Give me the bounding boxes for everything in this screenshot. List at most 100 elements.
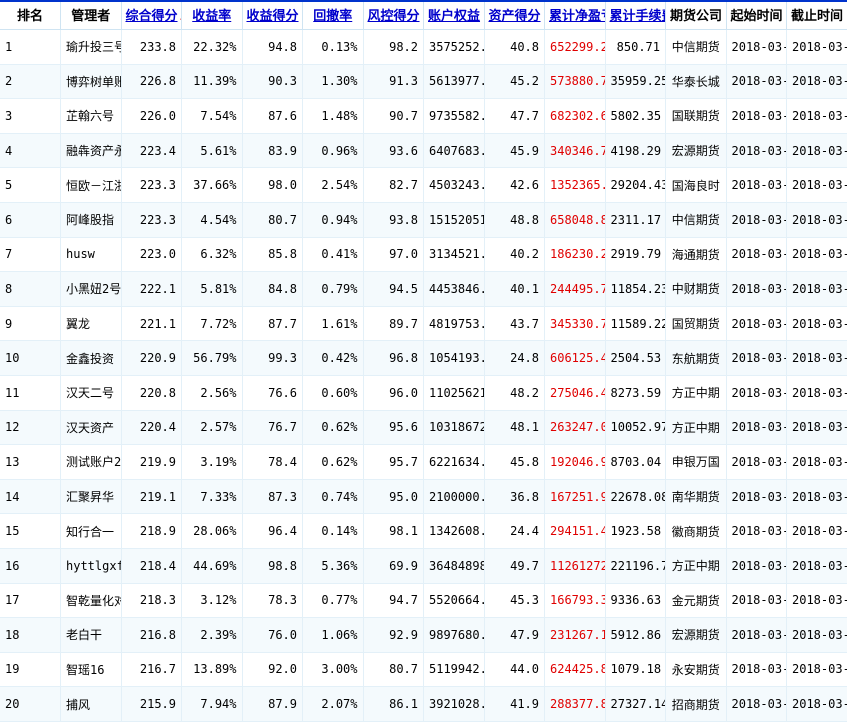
table-row[interactable]: 4融犇资产永223.45.61%83.90.96%93.66407683.654… bbox=[0, 133, 847, 168]
cell-risk: 92.9 bbox=[363, 618, 424, 653]
cell-ret: 5.61% bbox=[182, 133, 243, 168]
cell-end: 2018-03-20 bbox=[787, 30, 847, 65]
cell-score: 226.8 bbox=[121, 64, 182, 99]
cell-equity: 2100000.84 bbox=[424, 479, 485, 514]
cell-risk: 95.7 bbox=[363, 445, 424, 480]
column-header-label-pnl[interactable]: 累计净盈亏 bbox=[549, 8, 605, 23]
column-header-fee[interactable]: 累计手续费 bbox=[605, 1, 666, 30]
column-header-retsc[interactable]: 收益得分 bbox=[242, 1, 303, 30]
cell-score: 218.3 bbox=[121, 583, 182, 618]
cell-retsc: 80.7 bbox=[242, 202, 303, 237]
cell-firm: 东航期货 bbox=[666, 341, 727, 376]
table-row[interactable]: 7husw223.06.32%85.80.41%97.03134521.6340… bbox=[0, 237, 847, 272]
cell-ret: 7.94% bbox=[182, 687, 243, 722]
cell-asset: 48.8 bbox=[484, 202, 545, 237]
cell-retsc: 98.8 bbox=[242, 548, 303, 583]
column-header-risk[interactable]: 风控得分 bbox=[363, 1, 424, 30]
column-header-label-ret[interactable]: 收益率 bbox=[192, 8, 231, 23]
cell-asset: 45.8 bbox=[484, 445, 545, 480]
column-header-score[interactable]: 综合得分↓ bbox=[121, 1, 182, 30]
cell-rank: 1 bbox=[0, 30, 61, 65]
table-row[interactable]: 11汉天二号220.82.56%76.60.60%96.011025621.00… bbox=[0, 375, 847, 410]
cell-fee: 27327.14 bbox=[605, 687, 666, 722]
cell-asset: 36.8 bbox=[484, 479, 545, 514]
cell-start: 2018-03-01 bbox=[726, 341, 787, 376]
cell-pnl: 275046.41 bbox=[545, 375, 606, 410]
table-row[interactable]: 3芷翰六号226.07.54%87.61.48%90.79735582.5147… bbox=[0, 99, 847, 134]
table-row[interactable]: 1瑜升投三号233.822.32%94.80.13%98.23575252.44… bbox=[0, 30, 847, 65]
table-row[interactable]: 14汇聚昇华219.17.33%87.30.74%95.02100000.843… bbox=[0, 479, 847, 514]
column-header-label-asset[interactable]: 资产得分 bbox=[489, 8, 541, 23]
cell-end: 2018-03-20 bbox=[787, 548, 847, 583]
cell-pnl: 166793.37 bbox=[545, 583, 606, 618]
cell-fee: 9336.63 bbox=[605, 583, 666, 618]
cell-firm: 南华期货 bbox=[666, 479, 727, 514]
cell-ret: 6.32% bbox=[182, 237, 243, 272]
cell-asset: 45.9 bbox=[484, 133, 545, 168]
cell-rank: 2 bbox=[0, 64, 61, 99]
cell-asset: 44.0 bbox=[484, 652, 545, 687]
column-header-asset[interactable]: 资产得分 bbox=[484, 1, 545, 30]
cell-rank: 7 bbox=[0, 237, 61, 272]
cell-retsc: 87.3 bbox=[242, 479, 303, 514]
table-row[interactable]: 5恒欧－江浙223.337.66%98.02.54%82.74503243.36… bbox=[0, 168, 847, 203]
cell-asset: 40.2 bbox=[484, 237, 545, 272]
table-row[interactable]: 6阿峰股指223.34.54%80.70.94%93.815152051.324… bbox=[0, 202, 847, 237]
column-header-label-equity[interactable]: 账户权益 bbox=[428, 8, 480, 23]
table-row[interactable]: 2博弈树单账226.811.39%90.31.30%91.35613977.80… bbox=[0, 64, 847, 99]
table-row[interactable]: 15知行合一（218.928.06%96.40.14%98.11342608.1… bbox=[0, 514, 847, 549]
cell-start: 2018-03-01 bbox=[726, 237, 787, 272]
column-header-dd[interactable]: 回撤率 bbox=[303, 1, 364, 30]
column-header-ret[interactable]: 收益率 bbox=[182, 1, 243, 30]
table-row[interactable]: 10金鑫投资220.956.79%99.30.42%96.81054193.51… bbox=[0, 341, 847, 376]
cell-score: 223.3 bbox=[121, 168, 182, 203]
cell-firm: 金元期货 bbox=[666, 583, 727, 618]
table-row[interactable]: 9翼龙221.17.72%87.71.61%89.74819753.0843.7… bbox=[0, 306, 847, 341]
cell-start: 2018-03-01 bbox=[726, 168, 787, 203]
cell-score: 222.1 bbox=[121, 272, 182, 307]
cell-fee: 8703.04 bbox=[605, 445, 666, 480]
cell-fee: 35959.25 bbox=[605, 64, 666, 99]
cell-equity: 4503243.36 bbox=[424, 168, 485, 203]
cell-equity: 36484898.14 bbox=[424, 548, 485, 583]
cell-equity: 9735582.51 bbox=[424, 99, 485, 134]
cell-firm: 中信期货 bbox=[666, 202, 727, 237]
cell-risk: 94.7 bbox=[363, 583, 424, 618]
cell-pnl: 231267.14 bbox=[545, 618, 606, 653]
column-header-label-fee[interactable]: 累计手续费 bbox=[610, 8, 666, 23]
cell-asset: 42.6 bbox=[484, 168, 545, 203]
cell-end: 2018-03-20 bbox=[787, 479, 847, 514]
cell-firm: 申银万国 bbox=[666, 445, 727, 480]
cell-end: 2018-03-20 bbox=[787, 445, 847, 480]
column-header-equity[interactable]: 账户权益 bbox=[424, 1, 485, 30]
table-row[interactable]: 12汉天资产220.42.57%76.70.62%95.610318672.82… bbox=[0, 410, 847, 445]
table-row[interactable]: 18老白干216.82.39%76.01.06%92.99897680.6747… bbox=[0, 618, 847, 653]
table-row[interactable]: 17智乾量化对218.33.12%78.30.77%94.75520664.55… bbox=[0, 583, 847, 618]
cell-ret: 44.69% bbox=[182, 548, 243, 583]
cell-manager: hyttlgxfc bbox=[61, 548, 122, 583]
table-row[interactable]: 20捕风215.97.94%87.92.07%86.13921028.6441.… bbox=[0, 687, 847, 722]
cell-rank: 8 bbox=[0, 272, 61, 307]
cell-score: 219.1 bbox=[121, 479, 182, 514]
table-row[interactable]: 13测试账户20219.93.19%78.40.62%95.76221634.9… bbox=[0, 445, 847, 480]
cell-score: 215.9 bbox=[121, 687, 182, 722]
cell-fee: 11589.22 bbox=[605, 306, 666, 341]
column-header-label-score[interactable]: 综合得分 bbox=[126, 8, 178, 23]
cell-rank: 13 bbox=[0, 445, 61, 480]
cell-dd: 0.94% bbox=[303, 202, 364, 237]
column-header-pnl[interactable]: 累计净盈亏 bbox=[545, 1, 606, 30]
cell-ret: 2.39% bbox=[182, 618, 243, 653]
cell-firm: 永安期货 bbox=[666, 652, 727, 687]
cell-retsc: 78.3 bbox=[242, 583, 303, 618]
cell-manager: 测试账户20 bbox=[61, 445, 122, 480]
table-row[interactable]: 16hyttlgxfc218.444.69%98.85.36%69.936484… bbox=[0, 548, 847, 583]
column-header-label-risk[interactable]: 风控得分 bbox=[368, 8, 420, 23]
column-header-label-retsc[interactable]: 收益得分 bbox=[247, 8, 299, 23]
table-row[interactable]: 8小黑妞2号222.15.81%84.80.79%94.54453846.244… bbox=[0, 272, 847, 307]
column-header-label-dd[interactable]: 回撤率 bbox=[313, 8, 352, 23]
table-row[interactable]: 19智瑶16216.713.89%92.03.00%80.75119942.09… bbox=[0, 652, 847, 687]
cell-fee: 221196.77 bbox=[605, 548, 666, 583]
cell-dd: 2.07% bbox=[303, 687, 364, 722]
cell-pnl: 340346.71 bbox=[545, 133, 606, 168]
